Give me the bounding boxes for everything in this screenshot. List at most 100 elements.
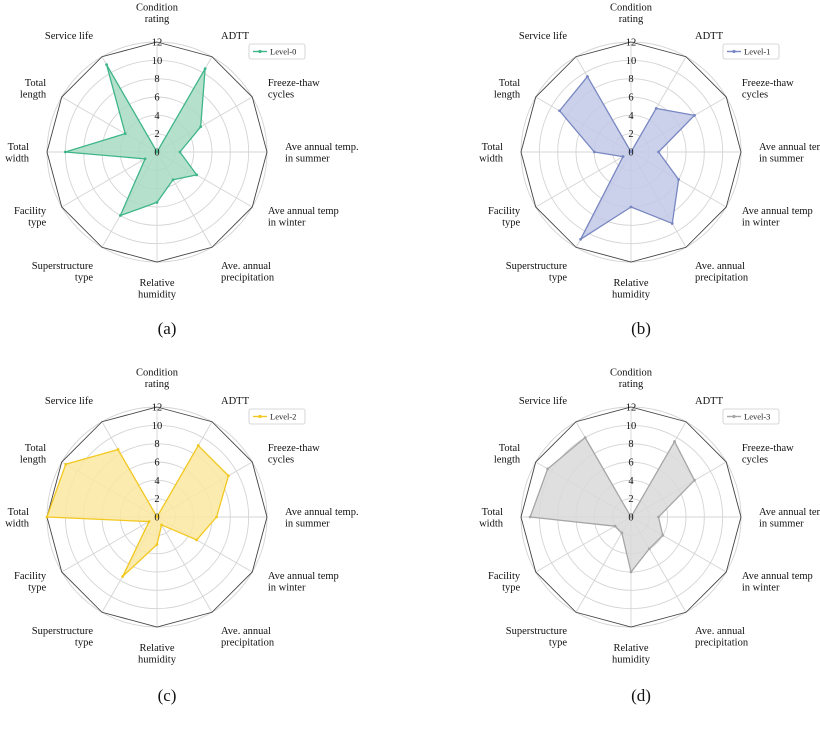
- data-point: [528, 515, 532, 519]
- data-point: [657, 515, 660, 519]
- data-point: [586, 75, 589, 78]
- legend-entry: Level-3: [744, 412, 770, 422]
- tick-label: 10: [152, 421, 163, 432]
- legend-box: [722, 43, 780, 60]
- data-point: [673, 440, 676, 443]
- data-point: [195, 173, 199, 177]
- data-point: [629, 570, 633, 574]
- data-point: [171, 178, 175, 182]
- radar-frame: [520, 41, 742, 263]
- axis-label: Service life: [519, 396, 567, 407]
- data-point: [613, 524, 617, 528]
- axis-label: Freeze-thaw cycles: [268, 443, 320, 466]
- data-point: [621, 155, 625, 158]
- radar-panel-b: 0 2 4 6 8 10 12 Condition rating ADTT Freeze-thaw c…: [479, 3, 820, 339]
- tick-label: 12: [626, 403, 637, 414]
- axis-label: Ave annual temp.in summer: [759, 142, 820, 165]
- axis-label: Total width: [5, 507, 30, 530]
- axis-label: Ave. annual precipitation: [695, 261, 749, 284]
- tick-label: 12: [152, 38, 163, 49]
- axis-label: Service life: [45, 396, 93, 407]
- tick-label: 12: [152, 403, 163, 414]
- axis-label: Total width: [479, 142, 504, 165]
- axis-label: Freeze-thaw cycles: [268, 78, 320, 101]
- tick-label: 2: [628, 129, 633, 140]
- grid-spoke: [535, 151, 632, 208]
- axis-label: Service life: [519, 31, 567, 42]
- axis-label: Ave. annual precipitation: [221, 626, 275, 649]
- data-point: [155, 201, 159, 204]
- tick-label: 2: [628, 494, 633, 505]
- tick-label: 6: [628, 93, 633, 104]
- axis-label: Condition rating: [610, 368, 653, 391]
- panel-label: (c): [158, 686, 177, 705]
- axis-label: Ave annual temp.in summer: [285, 142, 359, 165]
- data-point: [227, 474, 230, 478]
- data-point: [620, 531, 624, 535]
- data-point: [64, 462, 68, 466]
- panel-label: (d): [631, 686, 651, 705]
- axis-label: Ave. annual precipitation: [221, 261, 275, 284]
- tick-label: 6: [154, 458, 159, 469]
- tick-label: 0: [154, 513, 159, 524]
- tick-label: 4: [154, 111, 160, 122]
- axis-label: Relative humidity: [612, 643, 651, 666]
- data-point: [160, 523, 163, 527]
- data-point: [670, 222, 674, 225]
- legend: Level-0: [248, 43, 306, 60]
- data-point: [178, 150, 182, 154]
- tick-label: 12: [626, 38, 637, 49]
- axis-label: Condition rating: [136, 3, 179, 26]
- series-area-level-3: [529, 436, 696, 573]
- axis-label: Freeze-thaw cycles: [742, 443, 794, 466]
- data-point: [654, 106, 658, 110]
- data-point: [143, 157, 147, 161]
- panel-label: (b): [631, 319, 651, 338]
- tick-label: 2: [154, 494, 159, 505]
- axis-label: Superstructure type: [32, 261, 94, 284]
- radar-panel-a: 0 2 4 6 8 10 12 Condition rating ADTT Freeze-thaw c…: [5, 3, 359, 339]
- data-point: [121, 575, 125, 578]
- data-point: [215, 515, 218, 519]
- axis-label: Ave annual temp in winter: [268, 206, 339, 229]
- legend: Level-2: [248, 408, 306, 425]
- data-point: [647, 547, 651, 551]
- data-point: [196, 444, 200, 447]
- legend-entry: Level-2: [270, 412, 296, 422]
- data-point: [693, 478, 696, 482]
- axis-label: Total width: [5, 142, 30, 165]
- axis-label: Relative humidity: [612, 278, 651, 301]
- axis-label: Total length: [20, 443, 47, 466]
- grid-spoke: [61, 516, 158, 573]
- data-point: [677, 178, 681, 181]
- legend: Level-3: [722, 408, 780, 425]
- tick-label: 4: [154, 476, 160, 487]
- axis-label: ADTT: [695, 31, 724, 42]
- axis-label: Superstructure type: [506, 261, 568, 284]
- axis-label: ADTT: [221, 31, 250, 42]
- legend-entry: Level-1: [744, 47, 770, 57]
- tick-label: 0: [154, 148, 159, 159]
- data-point: [155, 543, 159, 546]
- data-point: [693, 113, 696, 117]
- tick-label: 4: [628, 476, 634, 487]
- legend-marker: [732, 49, 736, 54]
- data-point: [199, 125, 203, 129]
- tick-label: 8: [154, 439, 159, 450]
- tick-label: 0: [628, 513, 633, 524]
- tick-label: 10: [626, 56, 637, 67]
- data-point: [583, 436, 587, 440]
- grid-spoke: [156, 516, 213, 613]
- data-point: [63, 150, 67, 154]
- data-point: [558, 109, 561, 113]
- tick-label: 0: [628, 148, 633, 159]
- data-point: [155, 515, 159, 519]
- legend-entry: Level-0: [270, 47, 296, 57]
- data-point: [661, 533, 665, 537]
- axis-label: Superstructure type: [32, 626, 94, 649]
- axis-label: Total width: [479, 507, 504, 530]
- data-point: [592, 150, 596, 154]
- data-point: [546, 467, 550, 471]
- data-point: [45, 515, 49, 519]
